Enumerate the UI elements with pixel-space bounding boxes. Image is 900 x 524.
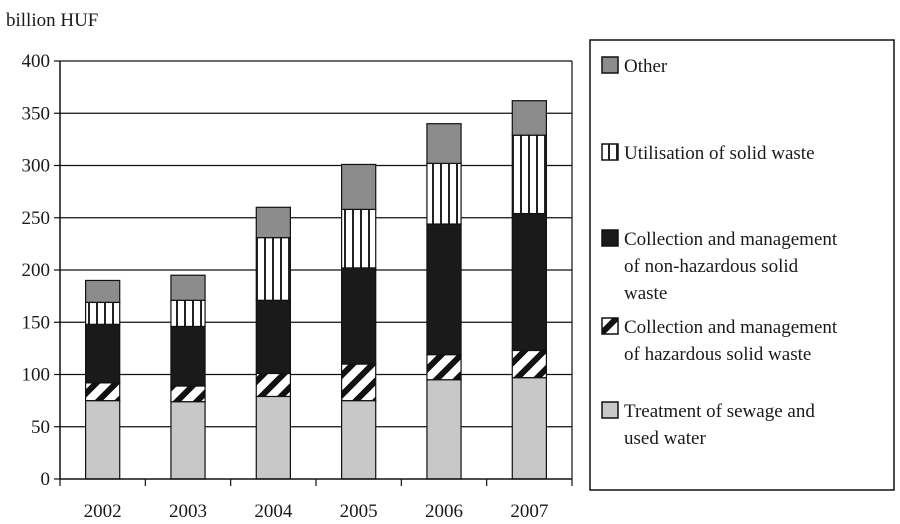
- legend-box: [589, 39, 895, 491]
- bar-segment: [341, 400, 377, 480]
- bar-segment: [84, 323, 121, 384]
- x-tick-labels: 2002 2003 2004 2005 2006 2007: [84, 501, 549, 522]
- legend-label: Collection and management: [624, 317, 838, 338]
- x-tick-label: 2006: [425, 501, 463, 522]
- bar-segment: [426, 162, 462, 225]
- y-tick-label: 250: [22, 208, 51, 229]
- bar-segment: [511, 349, 547, 379]
- legend-swatch: [601, 56, 619, 74]
- bar-segment: [511, 134, 547, 215]
- bar-segment: [170, 401, 206, 480]
- y-tick-label: 350: [22, 103, 51, 124]
- bar-segment: [84, 382, 121, 402]
- bar-segment: [84, 301, 121, 325]
- x-tick-label: 2004: [254, 501, 293, 522]
- bar-segment: [511, 377, 547, 480]
- bar-segment: [511, 100, 547, 136]
- bar-segment: [426, 223, 462, 356]
- legend-swatch: [601, 229, 619, 247]
- bar-segment: [255, 237, 291, 301]
- bar-segment: [84, 279, 121, 303]
- bar-segment: [170, 385, 206, 403]
- y-unit-label: billion HUF: [6, 10, 98, 31]
- bar-segment: [341, 267, 377, 365]
- bar-segment: [255, 395, 291, 480]
- legend-label: of hazardous solid waste: [624, 344, 811, 365]
- legend-label: Treatment of sewage and: [624, 401, 815, 422]
- gridlines: [54, 60, 572, 480]
- axes: [59, 61, 573, 486]
- bar-segment: [170, 299, 206, 328]
- bar-segment: [426, 123, 462, 165]
- y-tick-label: 100: [22, 365, 51, 386]
- bar-segment: [426, 379, 462, 480]
- bar-segment: [255, 372, 291, 398]
- y-tick-label: 300: [22, 156, 51, 177]
- bar-segment: [84, 400, 121, 480]
- bar-segment: [341, 208, 377, 269]
- y-tick-label: 50: [31, 417, 50, 438]
- y-tick-labels: 0 50 100 150 200 250 300 350 400: [22, 51, 51, 490]
- legend-swatch: [601, 143, 619, 161]
- bar-segment: [341, 163, 377, 210]
- bar-segment: [511, 212, 547, 352]
- legend-label: Collection and management: [624, 229, 838, 250]
- legend: Other Utilisation of solid waste Collectio…: [589, 39, 895, 491]
- bar-segment: [170, 325, 206, 387]
- y-tick-label: 200: [22, 260, 51, 281]
- bar-segment: [255, 299, 291, 375]
- legend-swatch: [601, 317, 619, 335]
- legend-label: used water: [624, 428, 706, 449]
- y-tick-label: 400: [22, 51, 51, 72]
- legend-label: of non-hazardous solid: [624, 256, 799, 277]
- bar-segment: [426, 354, 462, 381]
- x-tick-label: 2005: [340, 501, 378, 522]
- x-tick-label: 2002: [84, 501, 122, 522]
- bar-segment: [170, 274, 206, 301]
- y-tick-label: 0: [41, 469, 51, 490]
- x-tick-label: 2003: [169, 501, 207, 522]
- bar-segment: [255, 206, 291, 239]
- legend-label: waste: [624, 283, 667, 304]
- bars: [84, 100, 547, 480]
- x-tick-label: 2007: [510, 501, 548, 522]
- legend-swatch: [601, 401, 619, 419]
- legend-label: Other: [624, 56, 668, 77]
- y-tick-label: 150: [22, 312, 51, 333]
- legend-label: Utilisation of solid waste: [624, 143, 815, 164]
- bar-segment: [341, 363, 377, 402]
